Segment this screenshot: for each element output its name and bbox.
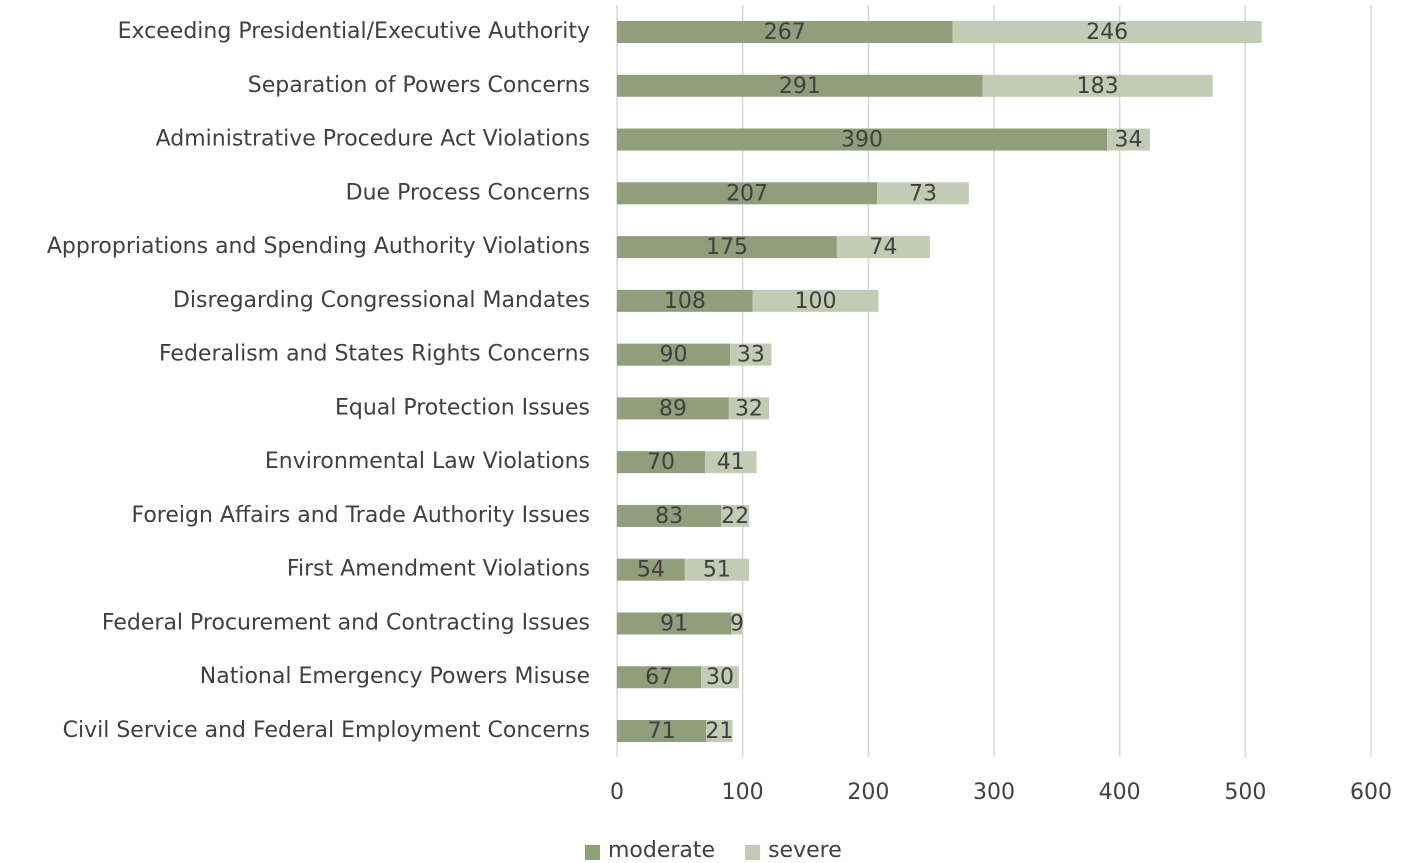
y-tick-label: National Emergency Powers Misuse — [200, 664, 590, 689]
data-label: 30 — [706, 665, 734, 690]
bar-segment — [617, 666, 702, 689]
bar-segment — [617, 21, 953, 43]
y-tick-label: Environmental Law Violations — [265, 449, 590, 474]
bar-segment — [982, 74, 1213, 97]
y-tick-label: Separation of Powers Concerns — [248, 73, 590, 98]
data-label: 100 — [795, 289, 837, 314]
data-label: 51 — [703, 558, 731, 583]
bar-segment — [617, 289, 753, 312]
x-tick-label: 100 — [722, 780, 764, 805]
data-label: 390 — [841, 128, 883, 153]
data-label: 108 — [664, 289, 706, 314]
data-label: 175 — [706, 235, 748, 260]
bar-segment — [617, 397, 729, 420]
x-tick-label: 400 — [1099, 780, 1141, 805]
data-label: 291 — [779, 74, 821, 99]
legend-swatch — [745, 845, 761, 860]
y-tick-label: Disregarding Congressional Mandates — [173, 288, 590, 313]
x-tick-label: 200 — [847, 780, 889, 805]
bar-segment — [617, 451, 705, 474]
bar-segment — [721, 504, 749, 527]
y-tick-label: Federal Procurement and Contracting Issu… — [102, 610, 590, 635]
bar-segment — [877, 182, 969, 205]
y-tick-label: Administrative Procedure Act Violations — [156, 127, 590, 152]
x-tick-label: 300 — [973, 780, 1015, 805]
bar-segment — [617, 74, 983, 97]
y-tick-label: Civil Service and Federal Employment Con… — [63, 718, 590, 743]
data-label: 54 — [637, 558, 665, 583]
bar-segment — [701, 666, 739, 689]
data-label: 73 — [909, 181, 937, 206]
bar-segment — [1107, 128, 1150, 151]
x-tick-label: 600 — [1350, 780, 1392, 805]
bar-segment — [617, 504, 722, 527]
y-tick-label: Equal Protection Issues — [335, 395, 590, 420]
data-label: 22 — [721, 504, 749, 529]
bar-segment — [617, 558, 685, 581]
y-tick-label: Due Process Concerns — [346, 180, 590, 205]
x-tick-label: 0 — [610, 780, 624, 805]
y-tick-label: Exceeding Presidential/Executive Authori… — [118, 19, 590, 44]
bar-segment — [617, 612, 732, 635]
bar-segment — [704, 451, 757, 474]
bar-segment — [684, 558, 749, 581]
bar-segment — [836, 236, 930, 259]
data-label: 267 — [764, 20, 806, 45]
data-label: 70 — [647, 450, 675, 475]
data-label: 89 — [659, 396, 687, 421]
bar-segment — [617, 236, 837, 259]
data-label: 83 — [655, 504, 683, 529]
data-label: 33 — [737, 343, 765, 368]
data-label: 71 — [648, 719, 676, 744]
data-label: 67 — [645, 665, 673, 690]
y-tick-label: First Amendment Violations — [287, 557, 590, 582]
data-label: 90 — [660, 343, 688, 368]
y-tick-label: Foreign Affairs and Trade Authority Issu… — [131, 503, 590, 528]
data-label: 21 — [705, 719, 733, 744]
legend-label: moderate — [608, 838, 715, 863]
legend-swatch — [585, 845, 600, 860]
bar-segment — [706, 720, 733, 743]
data-label: 34 — [1114, 128, 1142, 153]
bar-segment — [952, 21, 1262, 43]
data-label: 32 — [735, 396, 763, 421]
bar-segment — [617, 128, 1108, 151]
y-tick-label: Federalism and States Rights Concerns — [159, 342, 590, 367]
bar-segment — [617, 182, 878, 205]
bar-segment — [728, 397, 770, 420]
y-tick-label: Appropriations and Spending Authority Vi… — [47, 234, 590, 259]
data-label: 246 — [1086, 20, 1128, 45]
bar-segment — [730, 343, 772, 366]
data-label: 9 — [730, 611, 744, 636]
bar-segment — [731, 612, 743, 635]
legend-label: severe — [768, 838, 842, 863]
data-label: 91 — [660, 611, 688, 636]
bar-segment — [617, 720, 707, 743]
x-tick-label: 500 — [1224, 780, 1266, 805]
data-label: 207 — [726, 181, 768, 206]
bar-segment — [752, 289, 879, 312]
data-label: 74 — [869, 235, 897, 260]
data-label: 183 — [1077, 74, 1119, 99]
bar-segment — [617, 343, 731, 366]
data-label: 41 — [717, 450, 745, 475]
